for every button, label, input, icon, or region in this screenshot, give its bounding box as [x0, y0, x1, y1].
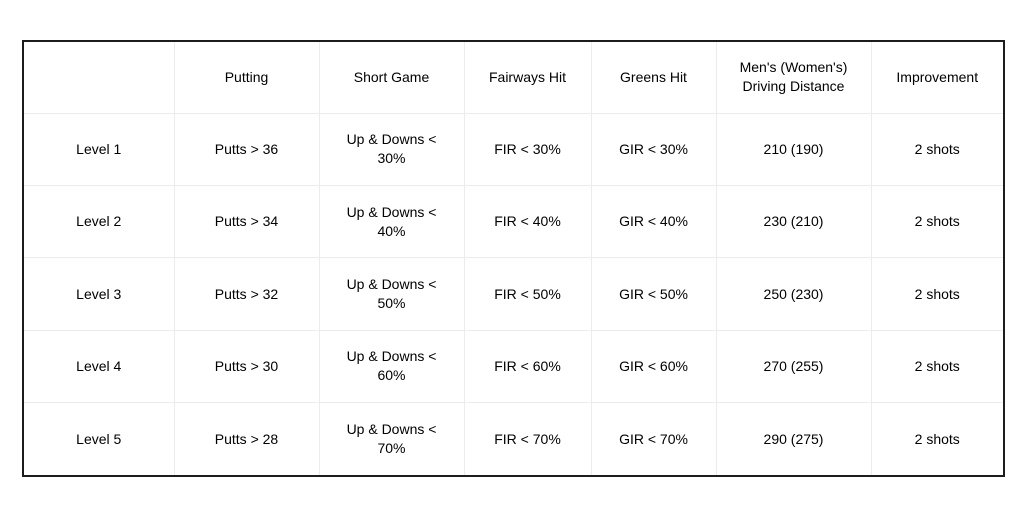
short-game-value: Up & Downs < 50%: [346, 276, 437, 311]
fairways-cell: FIR < 70%: [463, 402, 592, 475]
golf-levels-table: Putting Short Game Fairways Hit Greens H…: [22, 40, 1005, 477]
header-cell-driving-distance-label: Men's (Women's) Driving Distance: [739, 59, 848, 95]
header-cell-fairways-hit: Fairways Hit: [463, 42, 592, 114]
driving-distance-cell: 230 (210): [715, 184, 872, 259]
putting-cell: Putts > 30: [173, 329, 320, 404]
table-row-level-2: Level 2 Putts > 34 Up & Downs < 40% FIR …: [24, 184, 1003, 259]
greens-cell: GIR < 60%: [590, 329, 717, 404]
level-cell: Level 1: [24, 112, 175, 186]
greens-cell: GIR < 40%: [590, 184, 717, 259]
header-cell-blank: [24, 42, 175, 114]
short-game-cell: Up & Downs < 60%: [318, 329, 465, 404]
data-table: Putting Short Game Fairways Hit Greens H…: [24, 42, 1003, 475]
putting-cell: Putts > 36: [173, 112, 320, 186]
short-game-value: Up & Downs < 60%: [346, 348, 437, 384]
driving-distance-cell: 250 (230): [715, 257, 872, 331]
header-cell-short-game: Short Game: [318, 42, 465, 114]
short-game-value: Up & Downs < 30%: [346, 131, 437, 167]
driving-distance-cell: 270 (255): [715, 329, 872, 404]
table-row-level-5: Level 5 Putts > 28 Up & Downs < 70% FIR …: [24, 402, 1003, 475]
putting-cell: Putts > 32: [173, 257, 320, 331]
header-cell-improvement: Improvement: [870, 42, 1003, 114]
level-cell: Level 4: [24, 329, 175, 404]
fairways-cell: FIR < 50%: [463, 257, 592, 331]
fairways-cell: FIR < 60%: [463, 329, 592, 404]
driving-distance-cell: 290 (275): [715, 402, 872, 475]
short-game-cell: Up & Downs < 30%: [318, 112, 465, 186]
short-game-value: Up & Downs < 40%: [346, 203, 437, 239]
level-cell: Level 3: [24, 257, 175, 331]
driving-distance-cell: 210 (190): [715, 112, 872, 186]
fairways-cell: FIR < 40%: [463, 184, 592, 259]
greens-cell: GIR < 70%: [590, 402, 717, 475]
greens-cell: GIR < 30%: [590, 112, 717, 186]
improvement-cell: 2 shots: [870, 329, 1003, 404]
short-game-cell: Up & Downs < 70%: [318, 402, 465, 475]
table-row-level-1: Level 1 Putts > 36 Up & Downs < 30% FIR …: [24, 112, 1003, 186]
short-game-value: Up & Downs < 70%: [346, 421, 437, 457]
table-row-level-4: Level 4 Putts > 30 Up & Downs < 60% FIR …: [24, 329, 1003, 404]
greens-cell: GIR < 50%: [590, 257, 717, 331]
table-row-level-3: Level 3 Putts > 32 Up & Downs < 50% FIR …: [24, 257, 1003, 331]
fairways-cell: FIR < 30%: [463, 112, 592, 186]
header-row: Putting Short Game Fairways Hit Greens H…: [24, 42, 1003, 114]
improvement-cell: 2 shots: [870, 402, 1003, 475]
improvement-cell: 2 shots: [870, 257, 1003, 331]
level-cell: Level 5: [24, 402, 175, 475]
putting-cell: Putts > 28: [173, 402, 320, 475]
short-game-cell: Up & Downs < 50%: [318, 257, 465, 331]
header-cell-driving-distance: Men's (Women's) Driving Distance: [715, 42, 872, 114]
header-cell-putting: Putting: [173, 42, 320, 114]
level-cell: Level 2: [24, 184, 175, 259]
header-cell-greens-hit: Greens Hit: [590, 42, 717, 114]
short-game-cell: Up & Downs < 40%: [318, 184, 465, 259]
improvement-cell: 2 shots: [870, 184, 1003, 259]
putting-cell: Putts > 34: [173, 184, 320, 259]
improvement-cell: 2 shots: [870, 112, 1003, 186]
